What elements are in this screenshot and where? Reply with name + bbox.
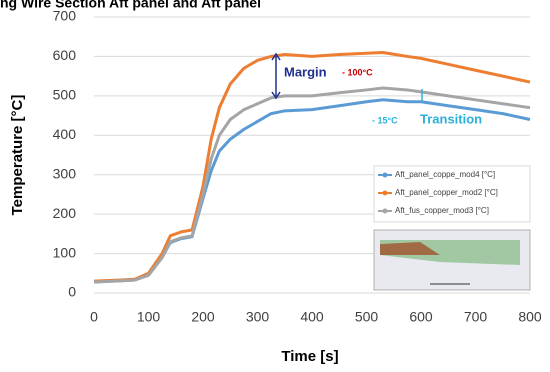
legend-label: Aft_panel_copper_mod2 [°C] bbox=[395, 188, 498, 197]
annotation: Transition bbox=[420, 111, 482, 126]
y-tick-label: 200 bbox=[53, 205, 77, 221]
x-tick-label: 400 bbox=[300, 309, 324, 325]
y-tick-label: 600 bbox=[53, 47, 77, 63]
inset-image bbox=[374, 230, 530, 290]
annotation: - 100°C bbox=[342, 67, 373, 77]
x-tick-label: 600 bbox=[409, 309, 433, 325]
y-tick-label: 700 bbox=[53, 8, 77, 24]
legend-marker bbox=[383, 173, 388, 178]
y-tick-label: 400 bbox=[53, 126, 77, 142]
legend-label: Aft_panel_coppe_mod4 [°C] bbox=[395, 170, 495, 179]
x-axis-label: Time [s] bbox=[281, 348, 338, 365]
y-tick-label: 300 bbox=[53, 165, 77, 181]
x-tick-label: 100 bbox=[137, 309, 161, 325]
legend-marker bbox=[383, 209, 388, 214]
annotation: - 15°C bbox=[372, 115, 398, 125]
x-tick-label: 300 bbox=[246, 309, 270, 325]
x-tick-label: 500 bbox=[355, 309, 379, 325]
chart: ng Wire Section Aft panel and Aft panel … bbox=[0, 0, 550, 372]
x-tick-label: 200 bbox=[191, 309, 215, 325]
legend-label: Aft_fus_copper_mod3 [°C] bbox=[395, 206, 489, 215]
legend-marker bbox=[383, 191, 388, 196]
x-tick-label: 800 bbox=[518, 309, 542, 325]
chart-title: ng Wire Section Aft panel and Aft panel bbox=[0, 0, 261, 11]
y-tick-label: 0 bbox=[68, 284, 76, 300]
y-tick-label: 500 bbox=[53, 87, 77, 103]
y-axis-label: Temperature [°C] bbox=[9, 95, 26, 216]
legend: Aft_panel_coppe_mod4 [°C] Aft_panel_coppe… bbox=[374, 166, 530, 222]
annotation: Margin bbox=[284, 64, 327, 79]
x-tick-label: 700 bbox=[464, 309, 488, 325]
y-tick-label: 100 bbox=[53, 244, 77, 260]
x-tick-label: 0 bbox=[90, 309, 98, 325]
